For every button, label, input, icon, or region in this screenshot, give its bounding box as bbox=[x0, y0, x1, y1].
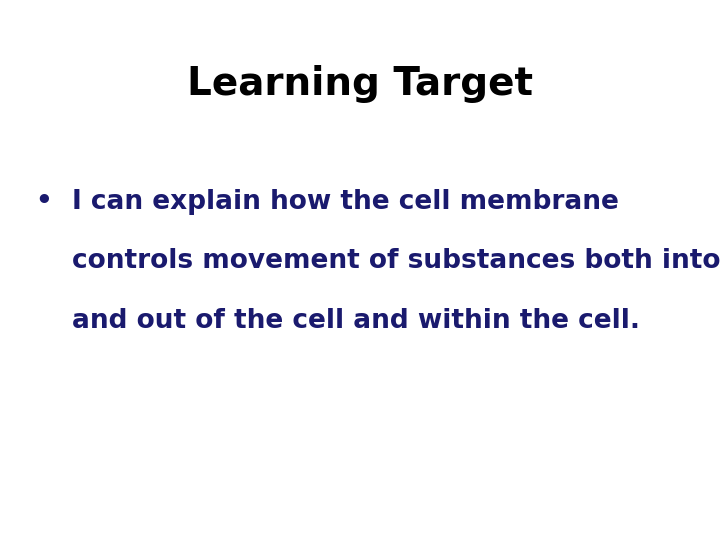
Text: and out of the cell and within the cell.: and out of the cell and within the cell. bbox=[72, 308, 640, 334]
Text: •: • bbox=[35, 189, 52, 215]
Text: controls movement of substances both into: controls movement of substances both int… bbox=[72, 248, 720, 274]
Text: Learning Target: Learning Target bbox=[187, 65, 533, 103]
Text: I can explain how the cell membrane: I can explain how the cell membrane bbox=[72, 189, 619, 215]
